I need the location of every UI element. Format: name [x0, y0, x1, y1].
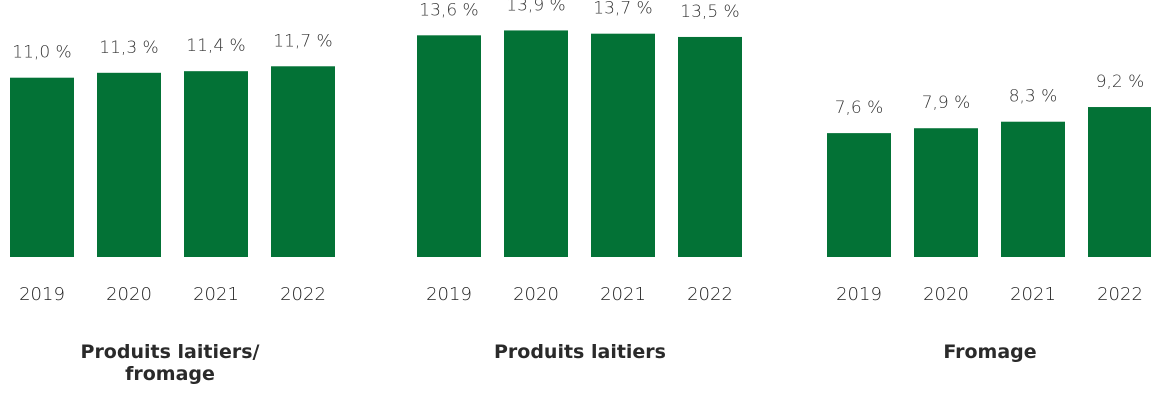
- data-label-0-2022: 11,7 %: [273, 31, 332, 51]
- panel-title-fromage: Fromage: [943, 341, 1037, 363]
- x-tick-2-2022: 2022: [1097, 284, 1143, 305]
- data-label-2-2019: 7,6 %: [835, 98, 884, 118]
- data-label-1-2019: 13,6 %: [419, 0, 478, 20]
- data-label-1-2021: 13,7 %: [593, 0, 652, 19]
- bar-1-2020: [504, 30, 568, 258]
- bar-0-2019: [10, 77, 74, 257]
- data-label-2-2021: 8,3 %: [1009, 87, 1058, 107]
- bar-2-2021: [1001, 121, 1065, 258]
- panel-title-produits-laitiers: Produits laitiers: [493, 341, 666, 363]
- data-label-2-2022: 9,2 %: [1096, 72, 1145, 92]
- x-tick-1-2019: 2019: [426, 284, 472, 305]
- bar-0-2022: [271, 66, 335, 257]
- panel-title-produits-laitiers-fromage: Produits laitiers/ fromage: [80, 341, 260, 385]
- bar-2-2020: [914, 128, 978, 257]
- panel-0: 11,0 % 2019 11,3 % 2020 11,4 % 2021 11,7 % 2022: [10, 31, 335, 305]
- data-label-0-2021: 11,4 %: [186, 36, 245, 56]
- x-tick-0-2022: 2022: [280, 284, 326, 305]
- x-tick-0-2021: 2021: [193, 284, 239, 305]
- bar-0-2021: [184, 71, 248, 258]
- x-tick-2-2020: 2020: [923, 284, 969, 305]
- bar-1-2022: [678, 36, 742, 258]
- bar-2-2019: [827, 133, 891, 257]
- data-label-1-2022: 13,5 %: [680, 2, 739, 22]
- data-label-2-2020: 7,9 %: [922, 93, 971, 113]
- bar-0-2020: [97, 72, 161, 257]
- data-label-0-2020: 11,3 %: [99, 38, 158, 58]
- data-label-1-2020: 13,9 %: [506, 0, 565, 15]
- x-tick-0-2019: 2019: [19, 284, 65, 305]
- data-label-0-2019: 11,0 %: [12, 43, 71, 63]
- panel-1: 13,6 % 2019 13,9 % 2020 13,7 % 2021 13,5 % 2022: [417, 0, 742, 305]
- x-tick-1-2021: 2021: [600, 284, 646, 305]
- x-tick-2-2019: 2019: [836, 284, 882, 305]
- bar-1-2019: [417, 35, 481, 257]
- bar-2-2022: [1088, 107, 1151, 257]
- x-tick-0-2020: 2020: [106, 284, 152, 305]
- x-tick-2-2021: 2021: [1010, 284, 1056, 305]
- x-tick-1-2020: 2020: [513, 284, 559, 305]
- bar-1-2021: [591, 33, 655, 257]
- x-tick-1-2022: 2022: [687, 284, 733, 305]
- panel-2: 7,6 % 2019 7,9 % 2020 8,3 % 2021 9,2 % 2022: [827, 72, 1151, 305]
